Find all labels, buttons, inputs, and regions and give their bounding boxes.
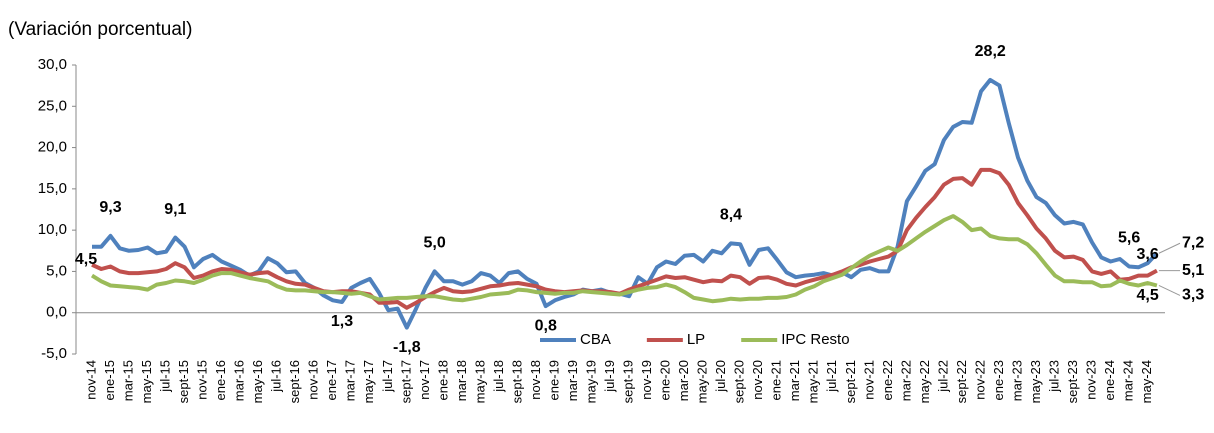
x-tick-label: may-15 [139,360,154,403]
x-tick-label: nov-15 [195,360,210,400]
x-tick-label: jul-17 [380,360,395,393]
y-tick-label: 5,0 [46,262,67,279]
label-leader [1158,285,1181,296]
data-label: 5,6 [1118,230,1140,247]
x-tick-label: ene-20 [658,360,673,400]
data-label: 9,3 [99,199,121,216]
series-line [90,214,1158,304]
x-tick-label: jul-21 [824,360,839,393]
data-label: 3,3 [1182,287,1204,304]
legend-label: CBA [580,331,611,348]
x-tick-label: jul-18 [491,360,506,393]
x-tick-label: sept-15 [176,360,191,403]
x-tick-label: sept-23 [1065,360,1080,403]
x-tick-label: ene-19 [546,360,561,400]
x-tick-label: may-18 [472,360,487,403]
x-tick-label: nov-20 [750,360,765,400]
y-tick-label: 0,0 [46,304,67,321]
data-label: 0,8 [535,317,557,334]
x-tick-label: mar-18 [454,360,469,401]
x-tick-label: ene-16 [213,360,228,400]
x-tick-label: nov-22 [972,360,987,400]
data-label: 1,3 [331,313,353,330]
x-tick-label: may-23 [1028,360,1043,403]
x-tick-label: jul-19 [602,360,617,393]
x-tick-label: sept-20 [732,360,747,403]
data-label: 3,6 [1137,246,1159,263]
x-tick-label: mar-23 [1009,360,1024,401]
x-tick-label: nov-16 [306,360,321,400]
x-tick-label: ene-21 [769,360,784,400]
x-tick-label: jul-15 [158,360,173,393]
x-tick-label: nov-19 [639,360,654,400]
label-leader [1158,242,1181,254]
legend-label: IPC Resto [781,331,849,348]
x-tick-label: nov-14 [83,360,98,400]
x-tick-label: jul-20 [713,360,728,393]
x-tick-label: ene-15 [102,360,117,400]
data-label: 5,1 [1182,262,1204,279]
data-label: 4,5 [1137,287,1159,304]
x-tick-label: jul-22 [935,360,950,393]
data-label: -1,8 [393,339,421,356]
data-label: 7,2 [1182,234,1204,251]
x-tick-label: may-16 [250,360,265,403]
x-tick-label: ene-17 [324,360,339,400]
x-tick-label: ene-22 [880,360,895,400]
x-tick-label: sept-18 [509,360,524,403]
x-tick-label: mar-16 [232,360,247,401]
y-tick-label: 20,0 [38,139,67,156]
x-tick-label: mar-20 [676,360,691,401]
x-tick-label: sept-16 [287,360,302,403]
x-tick-label: may-19 [583,360,598,403]
x-tick-label: may-20 [695,360,710,403]
x-tick-label: may-17 [361,360,376,403]
data-label: 28,2 [975,43,1006,60]
x-tick-label: ene-18 [435,360,450,400]
data-label: 9,1 [164,201,186,218]
y-tick-label: 10,0 [38,221,67,238]
x-tick-label: mar-15 [120,360,135,401]
x-tick-label: nov-21 [861,360,876,400]
data-label: 5,0 [423,235,445,252]
chart-subtitle: (Variación porcentual) [8,19,192,40]
x-tick-label: nov-17 [417,360,432,400]
x-tick-label: may-24 [1139,360,1154,403]
x-tick-label: may-22 [917,360,932,403]
x-tick-label: sept-19 [621,360,636,403]
legend-label: LP [687,331,705,348]
data-label: 8,4 [720,207,742,224]
x-tick-label: mar-24 [1121,360,1136,401]
y-tick-label: 25,0 [38,97,67,114]
data-label: 4,5 [75,251,97,268]
x-tick-label: sept-17 [398,360,413,403]
x-tick-label: nov-18 [528,360,543,400]
x-tick-label: sept-21 [843,360,858,403]
x-tick-label: jul-23 [1046,360,1061,393]
x-tick-label: may-21 [806,360,821,403]
y-tick-label: 30,0 [38,56,67,73]
x-tick-label: ene-23 [991,360,1006,400]
x-tick-label: mar-21 [787,360,802,401]
x-tick-label: jul-16 [269,360,284,393]
x-tick-label: mar-22 [898,360,913,401]
x-tick-label: nov-23 [1084,360,1099,400]
x-tick-label: mar-17 [343,360,358,401]
x-tick-label: mar-19 [565,360,580,401]
y-tick-label: -5,0 [41,345,67,362]
x-tick-label: sept-22 [954,360,969,403]
y-tick-label: 15,0 [38,180,67,197]
x-tick-label: ene-24 [1102,360,1117,400]
